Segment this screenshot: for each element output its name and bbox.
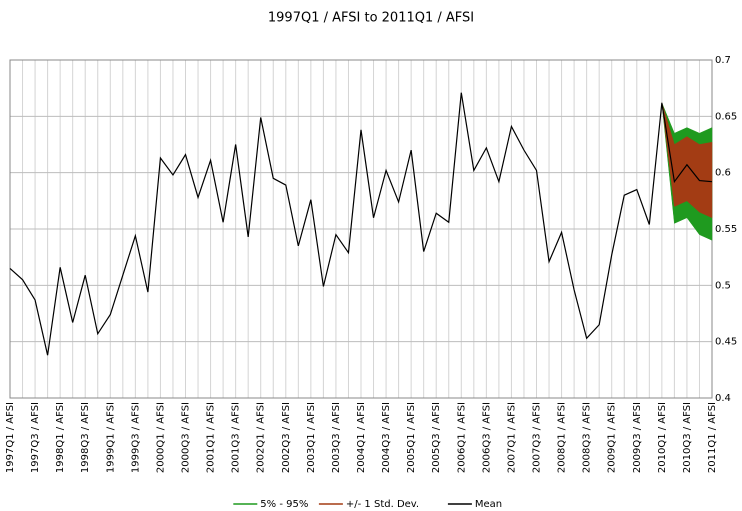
x-tick-label: 2004Q1 / AFSI [356,402,367,473]
line [9,92,713,356]
chart-title: 1997Q1 / AFSI to 2011Q1 / AFSI [268,11,474,26]
x-tick-label: 2002Q3 / AFSI [281,402,292,473]
y-tick-label: 0.6 [715,168,731,179]
y-tick-label: 0.45 [715,337,737,348]
y-tick-label: 0.7 [715,55,731,66]
x-tick-label: 2000Q3 / AFSI [181,402,192,473]
x-tick-label: 2010Q3 / AFSI [682,402,693,473]
x-tick-label: 2007Q3 / AFSI [532,402,543,473]
x-tick-label: 2005Q3 / AFSI [431,402,442,473]
x-tick-label: 1998Q1 / AFSI [55,402,66,473]
x-tick-label: 2007Q1 / AFSI [506,402,517,473]
x-tick-label: 2009Q1 / AFSI [607,402,618,473]
x-tick-label: 2004Q3 / AFSI [381,402,392,473]
x-tick-label: 2009Q3 / AFSI [632,402,643,473]
x-tick-label: 1997Q1 / AFSI [5,402,16,473]
x-tick-label: 2000Q1 / AFSI [155,402,166,473]
x-tick-label: 2008Q3 / AFSI [582,402,593,473]
x-tick-label: 2003Q3 / AFSI [331,402,342,473]
band-area [661,102,713,219]
x-tick-label: 2010Q1 / AFSI [657,402,668,473]
legend-label: +/- 1 Std. Dev. [346,499,419,510]
x-tick-label: 2001Q3 / AFSI [231,402,242,473]
x-tick-label: 2005Q1 / AFSI [406,402,417,473]
x-tick-label: 2003Q1 / AFSI [306,402,317,473]
legend-label: 5% - 95% [260,499,308,510]
y-tick-label: 0.5 [715,280,731,291]
x-tick-label: 2008Q1 / AFSI [557,402,568,473]
x-tick-label: 2001Q1 / AFSI [206,402,217,473]
x-tick-label: 1999Q3 / AFSI [130,402,141,473]
y-tick-label: 0.4 [715,393,731,404]
x-tick-label: 1998Q3 / AFSI [80,402,91,473]
x-tick-label: 2006Q3 / AFSI [481,402,492,473]
x-tick-label: 2011Q1 / AFSI [707,402,718,473]
legend-label: Mean [475,499,502,510]
x-tick-label: 2002Q1 / AFSI [256,402,267,473]
y-tick-label: 0.65 [715,111,737,122]
x-tick-label: 1997Q3 / AFSI [30,402,41,473]
x-tick-label: 1999Q1 / AFSI [105,402,116,473]
y-tick-label: 0.55 [715,224,737,235]
x-tick-label: 2006Q1 / AFSI [456,402,467,473]
